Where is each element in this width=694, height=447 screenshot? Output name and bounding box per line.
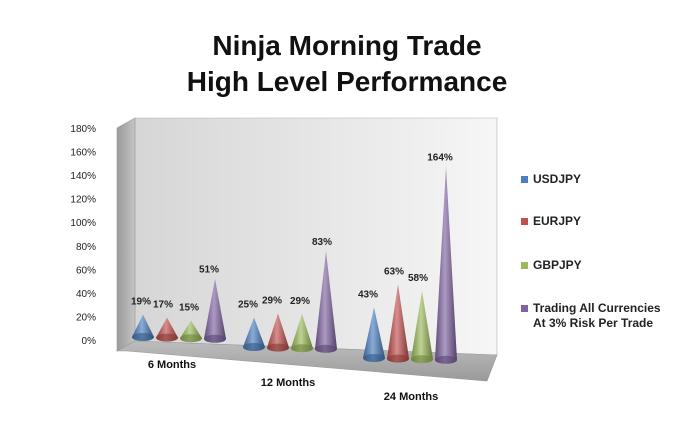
cone-12-months-0 <box>243 317 265 351</box>
cone-12-months-2 <box>291 314 313 353</box>
y-tick-label: 80% <box>76 242 96 253</box>
floor <box>115 340 498 382</box>
legend-swatch <box>521 305 528 312</box>
legend-swatch <box>521 218 528 225</box>
data-label: 19% <box>131 297 151 308</box>
chart-title-block: Ninja Morning Trade High Level Performan… <box>0 28 694 100</box>
legend-label: EURJPY <box>533 214 582 228</box>
x-category-label: 12 Months <box>261 377 315 389</box>
x-category-label: 24 Months <box>384 391 438 403</box>
cone-12-months-1 <box>267 313 289 352</box>
legend-label: Trading All Currencies At 3% Risk Per Tr… <box>533 301 661 330</box>
data-label: 15% <box>179 303 199 314</box>
legend-swatch <box>521 176 528 183</box>
legend-swatch <box>521 262 528 269</box>
data-label: 25% <box>238 300 258 311</box>
cone-12-months-3 <box>315 251 337 353</box>
y-tick-label: 40% <box>76 289 96 300</box>
y-tick-label: 180% <box>70 124 96 135</box>
data-label: 58% <box>408 273 428 284</box>
legend-label: GBPJPY <box>533 258 582 272</box>
cone-6-months-1 <box>156 317 178 342</box>
y-tick-label: 20% <box>76 312 96 323</box>
x-category-label: 6 Months <box>148 359 196 371</box>
data-label: 83% <box>312 237 332 248</box>
data-label: 63% <box>384 266 404 277</box>
y-tick-label: 100% <box>70 218 96 229</box>
y-tick-label: 60% <box>76 265 96 276</box>
cone-6-months-3 <box>204 278 226 343</box>
y-tick-label: 120% <box>70 195 96 206</box>
chart-subtitle: High Level Performance <box>186 66 508 97</box>
cone-24-months-0 <box>363 307 385 362</box>
cone-24-months-1 <box>387 284 409 363</box>
chart-title: Ninja Morning Trade <box>212 30 482 61</box>
legend-label: USDJPY <box>533 172 582 186</box>
y-tick-label: 140% <box>70 171 96 182</box>
cone-6-months-0 <box>132 314 154 341</box>
data-label: 51% <box>199 265 219 276</box>
cone-6-months-2 <box>180 320 202 343</box>
side-wall <box>116 117 136 352</box>
data-label: 164% <box>427 153 453 164</box>
cone-24-months-3 <box>435 166 457 364</box>
y-tick-label: 0% <box>82 336 97 347</box>
data-label: 17% <box>153 300 173 311</box>
data-label: 43% <box>358 289 378 300</box>
data-label: 29% <box>262 295 282 306</box>
y-tick-label: 160% <box>70 148 96 159</box>
cone-24-months-2 <box>411 290 433 364</box>
data-label: 29% <box>290 296 310 307</box>
